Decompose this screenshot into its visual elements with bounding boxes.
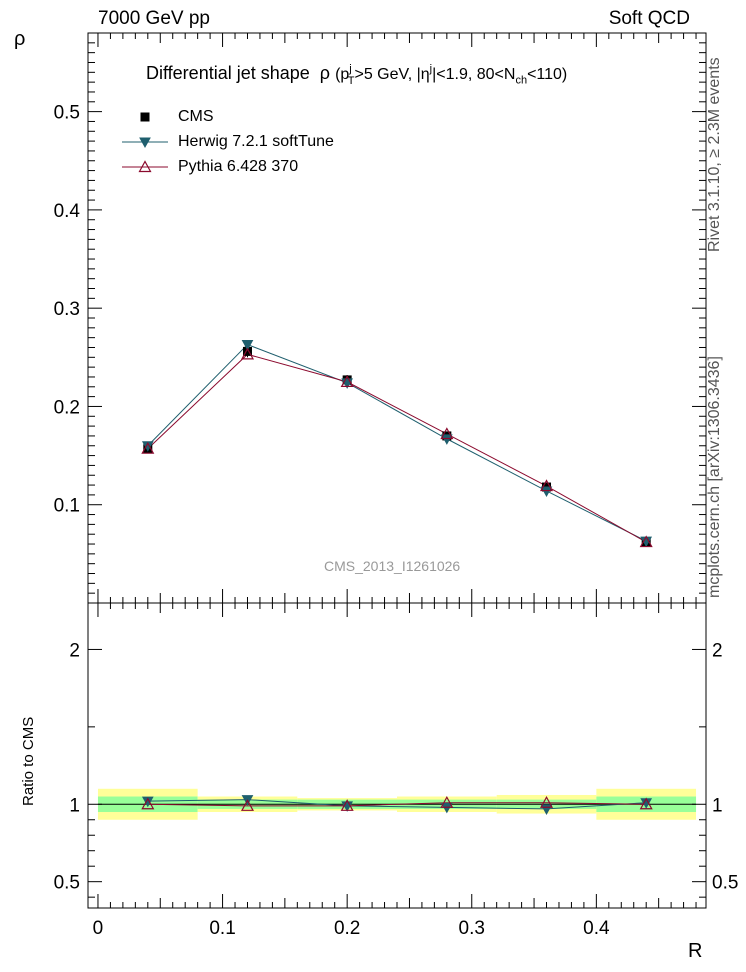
- title-p: (p: [335, 66, 350, 83]
- ratio-y-tick-label-right: 2: [712, 640, 723, 661]
- mcplots-label: mcplots.cern.ch [arXiv:1306.3436]: [706, 356, 723, 598]
- pythia-point: [540, 479, 554, 492]
- title-n-sub: ch: [515, 74, 528, 87]
- pythia-ratio-point: [141, 797, 155, 810]
- pythia-ratio-point: [540, 795, 554, 808]
- title-p-sub: T: [347, 74, 355, 87]
- ratio-axis-title: Ratio to CMS: [20, 716, 37, 806]
- x-tick-label: 0: [93, 918, 104, 939]
- legend-herwig: Herwig 7.2.1 softTune: [178, 133, 334, 150]
- x-tick-label: 0.1: [209, 918, 235, 939]
- title-end: <110): [527, 66, 568, 83]
- ratio-y-tick-label: 2: [69, 640, 80, 661]
- herwig-ratio-point: [141, 796, 154, 808]
- y-tick-label: 0.2: [54, 397, 80, 418]
- legend-pythia-marker: [138, 160, 152, 173]
- title-rho: ρ: [319, 63, 331, 83]
- ratio-y-tick-label: 1: [69, 795, 80, 816]
- pythia-ratio-point: [639, 797, 653, 810]
- pythia-point: [340, 375, 354, 387]
- herwig-point: [241, 340, 254, 351]
- title-p-sup: j: [349, 63, 352, 75]
- y-axis-title: ρ: [14, 28, 26, 50]
- data-series: [97, 340, 697, 815]
- legend-markers: [122, 112, 168, 173]
- ratio-y-tick-label-right: 1: [712, 795, 723, 816]
- plot-title: Differential jet shape ρ (pjT>5 GeV, |ηj…: [146, 63, 567, 87]
- herwig-point: [141, 441, 154, 452]
- herwig-point: [440, 434, 453, 445]
- herwig-line: [147, 343, 647, 542]
- pythia-ratio-point: [340, 799, 354, 811]
- legend-pythia: Pythia 6.428 370: [178, 158, 299, 175]
- pythia-point: [639, 535, 653, 548]
- herwig-ratio-point: [440, 802, 453, 814]
- legend-cms-marker: [140, 112, 150, 122]
- pythia-line: [147, 353, 647, 543]
- y-tick-label: 0.4: [54, 201, 81, 222]
- header-left: 7000 GeV pp: [98, 8, 210, 29]
- ratio-frame: [87, 602, 707, 909]
- herwig-point: [540, 486, 553, 497]
- title-eta-sup: j: [429, 63, 433, 75]
- axis-ticks: 0 0.1 0.2 0.3 0.4 0.1 0.2 0.3 0.4 0.5 0.5 0.5 1 1 2 2: [54, 33, 738, 939]
- title-mid2: |<1.9, 80<N: [432, 66, 516, 83]
- analysis-watermark: CMS_2013_I1261026: [324, 558, 461, 574]
- pythia-ratio-point: [440, 795, 454, 808]
- cms-point: [242, 346, 252, 356]
- ratio-y-tick-label-right: 0.5: [712, 873, 738, 894]
- legend-cms: CMS: [178, 108, 214, 125]
- x-tick-label: 0.2: [334, 918, 360, 939]
- y-tick-label: 0.1: [54, 496, 80, 517]
- ratio-y-tick-label: 0.5: [54, 873, 80, 894]
- x-tick-label: 0.4: [583, 918, 610, 939]
- herwig-ratio-line: [147, 799, 647, 810]
- legend-herwig-marker: [139, 137, 151, 149]
- rivet-label: Rivet 3.1.10, ≥ 2.3M events: [706, 57, 723, 252]
- y-tick-label: 0.5: [54, 103, 80, 124]
- x-axis-title: R: [688, 940, 703, 962]
- pythia-ratio-line: [147, 802, 647, 807]
- pythia-ratio-point: [240, 799, 254, 811]
- x-tick-label: 0.3: [459, 918, 485, 939]
- title-mid1: >5 GeV, |η: [354, 66, 430, 83]
- y-tick-label: 0.3: [54, 299, 80, 320]
- header-right: Soft QCD: [608, 8, 690, 29]
- title-main: Differential jet shape: [146, 63, 310, 83]
- pythia-point: [440, 427, 454, 440]
- pythia-point: [240, 347, 254, 360]
- pythia-point: [141, 441, 155, 454]
